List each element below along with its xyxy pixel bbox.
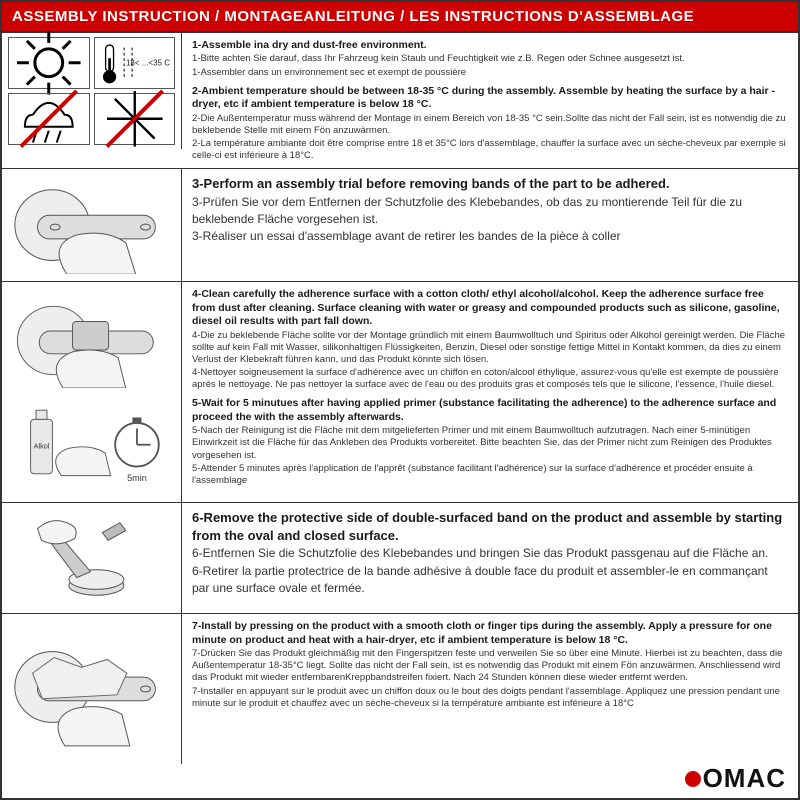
step-row-5: 7-Install by pressing on the product wit… xyxy=(2,614,798,764)
step2-fr: 2-La température ambiante doit être comp… xyxy=(192,138,788,162)
primer-timer-icon: Alkol 5min xyxy=(8,392,175,492)
step-row-1: 18< ...<35 C 1-Assemble ina dry and dust… xyxy=(2,33,798,169)
handle-trial-icon xyxy=(8,176,175,274)
step4-fr: 4-Nettoyer soigneusement la surface d'ad… xyxy=(192,367,788,391)
step2-de: 2-Die Außentemperatur muss während der M… xyxy=(192,113,788,137)
no-rain-icon xyxy=(8,93,90,145)
step-text-7: 7-Install by pressing on the product wit… xyxy=(182,614,798,764)
step1-de: 1-Bitte achten Sie darauf, dass Ihr Fahr… xyxy=(192,53,788,65)
step6-de: 6-Entfernen Sie die Schutzfolie des Kleb… xyxy=(192,545,788,562)
no-snow-icon xyxy=(94,93,176,145)
illustration-peel xyxy=(2,503,182,613)
step-row-3: Alkol 5min 4-Clean carefully the adheren… xyxy=(2,282,798,503)
peel-tape-icon xyxy=(8,509,175,607)
illustration-trial xyxy=(2,169,182,281)
illustration-clean-primer: Alkol 5min xyxy=(2,282,182,502)
step4-en: 4-Clean carefully the adherence surface … xyxy=(192,288,788,328)
timer-5min-label: 5min xyxy=(127,473,147,483)
step1-en: 1-Assemble ina dry and dust-free environ… xyxy=(192,39,788,52)
step3-de: 3-Prüfen Sie vor dem Entfernen der Schut… xyxy=(192,194,788,228)
press-handle-icon xyxy=(8,630,175,748)
step-row-2: 3-Perform an assembly trial before remov… xyxy=(2,169,798,282)
illustration-environment: 18< ...<35 C xyxy=(2,33,182,149)
step-row-4: 6-Remove the protective side of double-s… xyxy=(2,503,798,614)
step-text-3: 3-Perform an assembly trial before remov… xyxy=(182,169,798,281)
step5-fr: 5-Attender 5 minutes après l'application… xyxy=(192,463,788,487)
step3-fr: 3-Réaliser un essai d'assemblage avant d… xyxy=(192,228,788,245)
step-text-4-5: 4-Clean carefully the adherence surface … xyxy=(182,282,798,502)
step4-de: 4-Die zu beklebende Fläche sollte vor de… xyxy=(192,330,788,366)
brand-logo: OMAC xyxy=(685,763,786,794)
illustration-press xyxy=(2,614,182,764)
page-title: ASSEMBLY INSTRUCTION / MONTAGEANLEITUNG … xyxy=(2,2,798,33)
step5-de: 5-Nach der Reinigung ist die Fläche mit … xyxy=(192,425,788,461)
step2-en: 2-Ambient temperature should be between … xyxy=(192,85,788,112)
step7-fr: 7-Installer en appuyant sur le produit a… xyxy=(192,686,788,710)
assembly-instruction-page: ASSEMBLY INSTRUCTION / MONTAGEANLEITUNG … xyxy=(0,0,800,800)
step7-en: 7-Install by pressing on the product wit… xyxy=(192,620,788,647)
step1-fr: 1-Assembler dans un environnement sec et… xyxy=(192,67,788,79)
step6-en: 6-Remove the protective side of double-s… xyxy=(192,509,788,544)
step6-fr: 6-Retirer la partie protectrice de la ba… xyxy=(192,563,788,597)
clean-handle-icon xyxy=(8,293,175,388)
brand-text: OMAC xyxy=(703,763,786,794)
step3-en: 3-Perform an assembly trial before remov… xyxy=(192,175,788,193)
step5-en: 5-Wait for 5 minutues after having appli… xyxy=(192,397,788,424)
temp-range-label: 18< ...<35 C xyxy=(126,59,170,68)
step7-de: 7-Drücken Sie das Produkt gleichmäßig mi… xyxy=(192,648,788,684)
svg-text:Alkol: Alkol xyxy=(34,441,50,450)
step-text-1-2: 1-Assemble ina dry and dust-free environ… xyxy=(182,33,798,168)
brand-dot-icon xyxy=(685,771,701,787)
step-text-6: 6-Remove the protective side of double-s… xyxy=(182,503,798,613)
